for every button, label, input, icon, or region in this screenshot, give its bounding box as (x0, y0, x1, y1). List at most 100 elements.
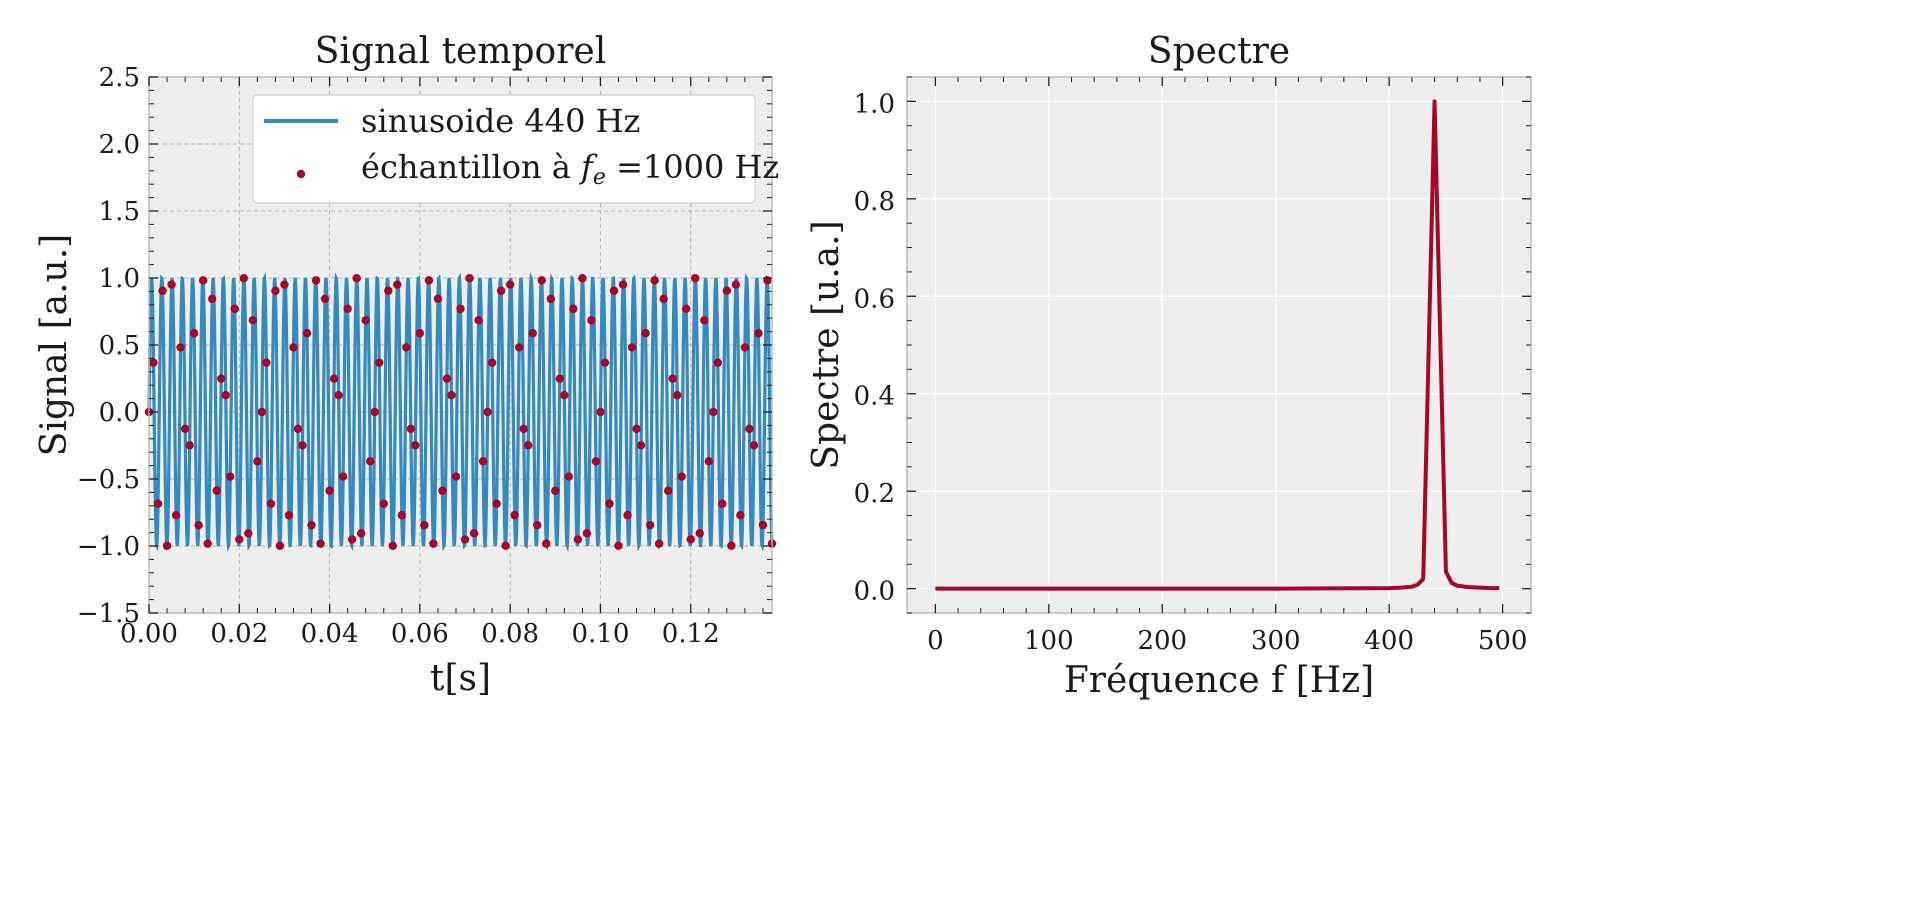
sample-point (203, 539, 212, 548)
sample-point (713, 358, 723, 367)
left-x-tick-label: 0.06 (391, 619, 449, 649)
sample-point (293, 424, 303, 433)
sample-point (442, 374, 452, 383)
sample-point (180, 424, 190, 433)
sample-point (217, 374, 226, 383)
left-x-tick-label: 0.08 (481, 619, 539, 649)
right-chart-title: Spectre (1148, 31, 1290, 72)
sample-point (722, 286, 732, 295)
sample-point (524, 441, 533, 450)
sample-point (420, 520, 429, 530)
sample-point (686, 535, 695, 544)
sample-point (325, 486, 334, 495)
sample-point (754, 329, 763, 338)
sample-point (433, 294, 443, 304)
right-x-tick-label: 300 (1251, 626, 1301, 656)
sample-point (429, 539, 438, 548)
sample-point (478, 457, 488, 466)
sample-point (189, 329, 199, 338)
sample-point (226, 472, 235, 481)
sample-point (248, 316, 258, 325)
sample-point (424, 276, 434, 285)
sample-point (162, 541, 172, 550)
sample-point (257, 407, 267, 417)
left-x-tick-label: 0.10 (572, 619, 630, 649)
sample-point (537, 276, 546, 285)
sample-point (709, 407, 718, 417)
sample-point (682, 304, 691, 313)
sample-point (284, 511, 294, 520)
right-y-tick-label: 0.0 (854, 577, 895, 607)
sample-point (650, 276, 659, 285)
sample-point (609, 286, 619, 295)
sample-point (469, 529, 479, 538)
right-x-tick-label: 100 (1024, 626, 1074, 656)
sample-point (208, 294, 217, 304)
sample-point (167, 280, 176, 289)
sample-point (691, 274, 700, 283)
sample-point (329, 374, 339, 383)
sample-point (316, 539, 325, 548)
right-y-tick-label: 1.0 (854, 89, 895, 119)
legend-entry-echantillon: échantillon à fe =1000 Hz (361, 148, 779, 190)
sample-point (347, 535, 357, 544)
sample-point (307, 520, 316, 530)
sample-point (560, 391, 569, 400)
sample-point (456, 304, 465, 313)
sample-point (298, 441, 307, 450)
left-y-axis-label: Signal [a.u.] (34, 234, 75, 456)
right-y-tick-label: 0.4 (854, 382, 895, 412)
sample-point (718, 499, 727, 508)
sample-point (239, 274, 248, 283)
sample-point (302, 329, 312, 338)
sample-point (384, 286, 393, 295)
right-x-axis-label: Fréquence f [Hz] (1064, 660, 1374, 701)
sample-point (510, 511, 519, 520)
sample-point (663, 486, 673, 495)
sample-point (465, 274, 474, 283)
sample-point (533, 520, 542, 530)
sample-point (605, 499, 614, 508)
sample-point (555, 374, 565, 383)
sample-point (596, 407, 605, 417)
sample-point (171, 511, 181, 520)
sample-point (731, 280, 741, 289)
spectrum-line (935, 99, 1500, 591)
left-y-tick-label: 0.5 (99, 331, 140, 361)
left-x-tick-label: 0.04 (301, 619, 359, 649)
left-y-tick-label: 1.5 (99, 197, 140, 227)
sample-point (352, 274, 361, 283)
sample-point (343, 304, 352, 313)
left-chart-title: Signal temporel (315, 31, 606, 72)
sample-point (542, 539, 551, 548)
left-y-tick-label: −1.5 (77, 599, 140, 629)
sample-point (235, 535, 244, 544)
sample-point (492, 499, 501, 508)
sample-point (505, 280, 515, 289)
sample-point (451, 472, 461, 481)
sample-point (514, 343, 524, 352)
right-x-tick-label: 200 (1137, 626, 1187, 656)
sample-point (393, 280, 402, 289)
sample-point (271, 286, 280, 295)
sample-point (740, 343, 750, 352)
right-y-tick-label: 0.8 (854, 187, 895, 217)
sample-point (546, 294, 555, 304)
legend-box (252, 94, 756, 204)
right-y-tick-label: 0.6 (854, 284, 895, 314)
sample-point (275, 541, 285, 550)
sample-point (591, 457, 601, 466)
sample-point (361, 316, 370, 325)
sample-point (758, 520, 768, 530)
sample-point (198, 276, 208, 285)
sample-point (745, 424, 754, 433)
sample-point (474, 316, 483, 325)
sample-point (253, 457, 262, 466)
sample-point (338, 472, 348, 481)
sample-point (578, 274, 587, 283)
sample-point (614, 541, 623, 550)
sample-point (704, 457, 713, 466)
sample-point (582, 529, 592, 538)
sample-point (618, 280, 628, 289)
